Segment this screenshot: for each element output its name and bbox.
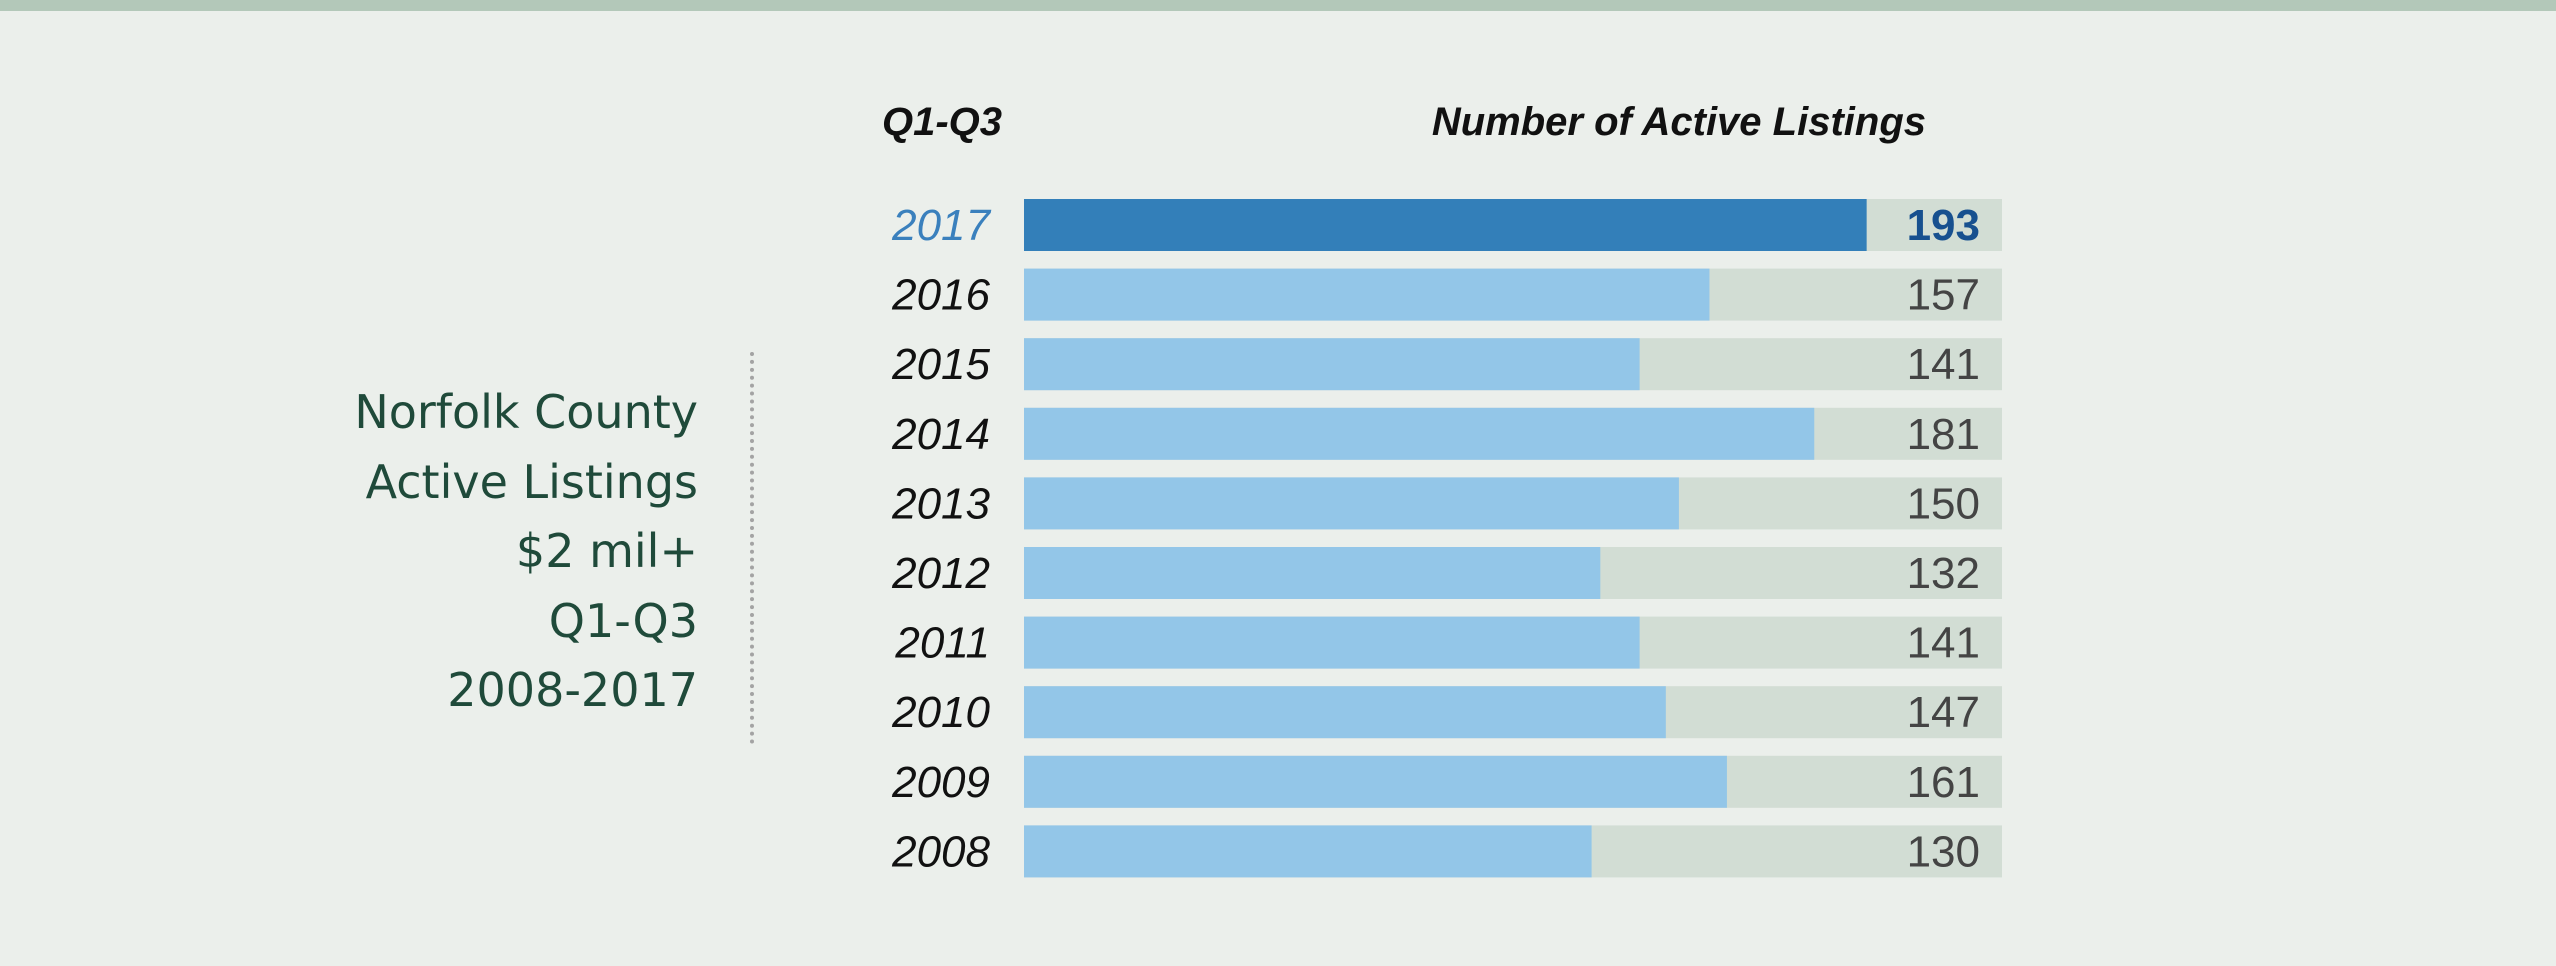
side-title-line: Q1-Q3: [548, 593, 698, 648]
bar-2010: [1024, 686, 1666, 739]
top-accent-band: [0, 0, 2556, 11]
side-title-line: $2 mil+: [515, 524, 698, 578]
category-label: 2017: [891, 201, 991, 250]
value-label: 193: [1907, 201, 1980, 250]
chart-title: Number of Active Listings: [1432, 100, 1926, 144]
category-label: 2016: [891, 271, 990, 320]
side-title-line: Active Listings: [365, 454, 698, 509]
bar-2008: [1024, 825, 1592, 878]
category-label: 2014: [891, 410, 990, 459]
value-label: 157: [1907, 271, 1980, 320]
value-label: 130: [1907, 827, 1980, 876]
bar-2016: [1024, 268, 1710, 321]
side-title: Norfolk County Active Listings $2 mil+ Q…: [200, 378, 698, 726]
value-label: 181: [1907, 410, 1980, 459]
category-header: Q1-Q3: [882, 100, 1002, 144]
bar-2017: [1024, 199, 1867, 251]
value-label: 150: [1907, 479, 1980, 528]
bar-2015: [1024, 338, 1640, 391]
category-label: 2013: [891, 479, 990, 528]
value-label: 161: [1907, 758, 1980, 807]
category-label: 2011: [894, 619, 990, 668]
category-label: 2008: [891, 827, 990, 876]
bar-2011: [1024, 616, 1640, 669]
bar-2012: [1024, 547, 1601, 599]
bar-2014: [1024, 407, 1815, 460]
bar-2013: [1024, 477, 1679, 530]
value-label: 141: [1907, 340, 1980, 389]
value-label: 132: [1907, 549, 1980, 598]
category-label: 2009: [891, 758, 990, 807]
category-label: 2010: [891, 688, 990, 737]
value-label: 147: [1907, 688, 1980, 737]
dotted-divider: [750, 352, 754, 744]
value-label: 141: [1907, 619, 1980, 668]
side-title-line: 2008-2017: [447, 663, 698, 717]
category-label: 2015: [891, 340, 990, 389]
bar-2009: [1024, 755, 1727, 808]
side-title-line: Norfolk County: [354, 385, 698, 439]
category-label: 2012: [891, 549, 990, 598]
